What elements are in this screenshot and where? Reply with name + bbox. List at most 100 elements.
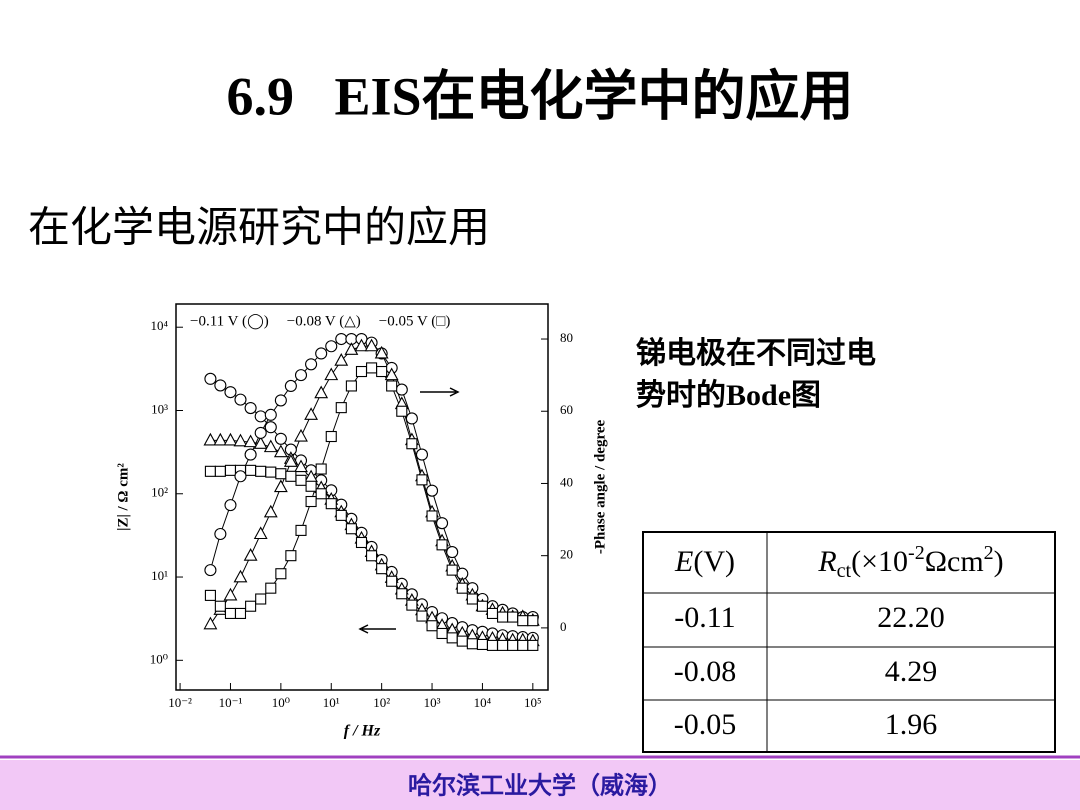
marker xyxy=(425,484,439,497)
marker xyxy=(204,564,217,577)
x-tick-label: 10⁻¹ xyxy=(219,695,243,710)
x-tick-label: 10³ xyxy=(424,695,441,710)
marker xyxy=(476,638,488,651)
marker xyxy=(517,639,529,651)
marker xyxy=(426,620,438,632)
table-cell: 4.29 xyxy=(885,655,938,688)
marker xyxy=(285,550,297,562)
marker xyxy=(234,607,247,619)
marker xyxy=(244,401,257,415)
marker xyxy=(214,465,226,477)
marker xyxy=(406,599,418,611)
y-tick-label: 10³ xyxy=(151,401,168,416)
arrow xyxy=(358,387,460,634)
title: 6.9 EIS在电化学中的应用 xyxy=(226,66,853,126)
marker xyxy=(234,393,247,406)
marker xyxy=(466,638,478,650)
table-cell: -0.08 xyxy=(674,655,737,688)
table-header: Rct(×10-2Ωcm2) xyxy=(817,542,1003,582)
marker xyxy=(376,365,388,378)
marker xyxy=(364,338,379,352)
unit: Ωcm xyxy=(925,545,984,578)
marker xyxy=(255,465,267,477)
marker xyxy=(214,600,226,612)
marker xyxy=(273,444,288,458)
footer-bar xyxy=(0,760,1080,810)
marker xyxy=(436,517,449,530)
y2-tick-label: 0 xyxy=(560,619,567,634)
marker xyxy=(325,340,338,353)
footer-text: 哈尔滨工业大学（威海） xyxy=(408,772,672,800)
marker xyxy=(325,498,337,510)
marker xyxy=(254,410,267,423)
marker xyxy=(224,607,237,619)
unit: (V) xyxy=(693,545,735,578)
marker xyxy=(294,369,308,382)
marker xyxy=(355,365,368,378)
plot-frame xyxy=(175,303,549,691)
marker xyxy=(406,438,418,450)
marker xyxy=(366,362,378,374)
table-cell: 22.20 xyxy=(877,601,945,634)
marker xyxy=(415,448,429,461)
marker xyxy=(324,367,339,381)
marker xyxy=(334,353,349,366)
marker xyxy=(255,593,267,605)
marker xyxy=(416,610,428,622)
marker xyxy=(405,412,418,425)
marker xyxy=(366,550,378,562)
marker xyxy=(386,575,398,587)
marker xyxy=(243,434,258,448)
marker xyxy=(335,332,348,346)
y-axis-label: |Z| / Ω cm² xyxy=(115,463,131,531)
marker xyxy=(446,564,458,576)
marker xyxy=(254,426,267,439)
marker xyxy=(204,465,216,477)
marker xyxy=(384,367,399,381)
y2-tick-label: 20 xyxy=(560,547,573,562)
marker xyxy=(214,379,227,392)
symbol: R xyxy=(817,545,836,578)
unit: ) xyxy=(994,545,1004,578)
marker xyxy=(294,459,308,473)
legend-entry: −0.05 V (□) xyxy=(379,313,451,329)
marker xyxy=(285,470,297,482)
x-tick-label: 10¹ xyxy=(323,695,340,710)
y2-tick-label: 40 xyxy=(560,474,573,489)
marker xyxy=(224,499,237,512)
marker xyxy=(416,474,428,486)
table-cell: 1.96 xyxy=(885,708,938,741)
marker xyxy=(456,635,468,647)
marker xyxy=(234,470,247,483)
subtitle: 在化学电源研究中的应用 xyxy=(28,205,490,252)
marker xyxy=(476,600,488,612)
marker xyxy=(265,466,277,478)
x-tick-label: 10⁵ xyxy=(524,695,542,710)
marker xyxy=(295,524,307,536)
marker xyxy=(345,380,357,392)
marker xyxy=(284,379,297,393)
y2-axis-label: -Phase angle / degree xyxy=(592,420,608,555)
caption-line: 势时的Bode图 xyxy=(636,379,821,412)
marker xyxy=(274,394,287,407)
marker xyxy=(497,611,509,623)
marker xyxy=(517,615,529,627)
marker xyxy=(396,588,408,600)
marker xyxy=(395,383,408,396)
marker xyxy=(345,523,357,535)
x-tick-label: 10⁴ xyxy=(474,695,492,710)
marker xyxy=(527,639,539,651)
marker xyxy=(264,408,277,421)
marker xyxy=(335,402,347,414)
marker xyxy=(315,488,327,500)
marker xyxy=(274,432,287,445)
marker xyxy=(245,600,257,612)
marker xyxy=(283,454,298,467)
x-tick-label: 10² xyxy=(373,695,390,710)
marker xyxy=(295,474,307,486)
marker xyxy=(315,347,328,360)
unit: (×10 xyxy=(851,545,908,578)
table-cell: -0.05 xyxy=(674,708,737,741)
table-header: E(V) xyxy=(674,545,735,578)
marker xyxy=(244,448,257,461)
